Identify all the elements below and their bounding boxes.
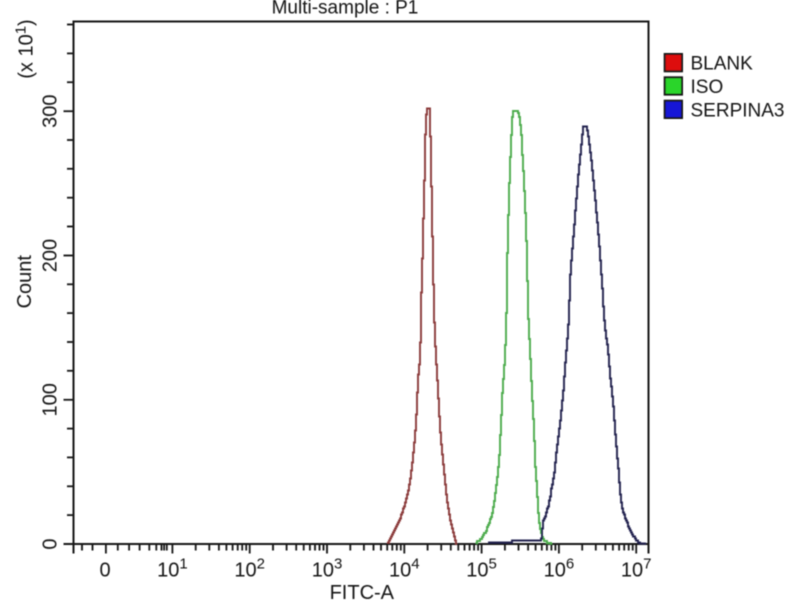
svg-text:104: 104 (389, 556, 420, 582)
svg-text:107: 107 (621, 556, 652, 582)
svg-text:106: 106 (544, 556, 575, 582)
svg-text:SERPINA3: SERPINA3 (691, 101, 785, 122)
svg-text:105: 105 (466, 556, 497, 582)
svg-text:200: 200 (40, 239, 62, 272)
svg-text:103: 103 (312, 556, 343, 582)
svg-text:BLANK: BLANK (691, 54, 754, 75)
svg-text:Count: Count (14, 255, 36, 309)
svg-text:Multi-sample : P1: Multi-sample : P1 (272, 0, 419, 19)
svg-text:0: 0 (99, 560, 110, 582)
svg-text:ISO: ISO (691, 77, 724, 98)
svg-text:300: 300 (40, 95, 62, 128)
svg-text:FITC-A: FITC-A (330, 582, 395, 600)
svg-text:101: 101 (157, 556, 188, 582)
svg-text:(x 101): (x 101) (13, 19, 38, 78)
svg-text:102: 102 (234, 556, 265, 582)
svg-text:100: 100 (40, 383, 62, 416)
svg-text:0: 0 (40, 538, 62, 549)
